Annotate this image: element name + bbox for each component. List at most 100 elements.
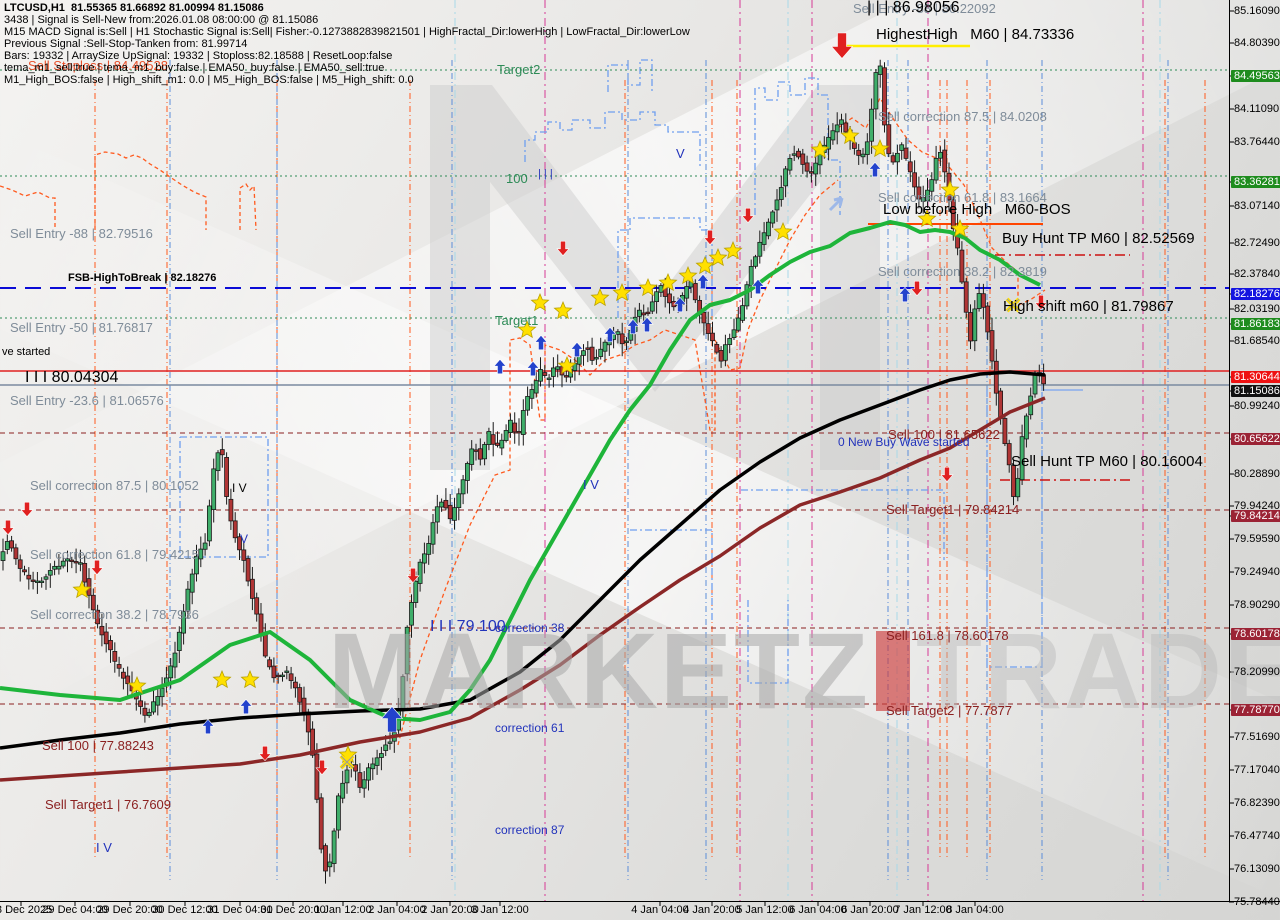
chart-label[interactable]: 100 <box>506 171 528 186</box>
x-signal-icon <box>340 755 354 769</box>
candle-bear <box>903 147 909 159</box>
price-axis-label: 76.13090 <box>1234 863 1280 875</box>
chart-label[interactable]: Sell correction 61.8 | 79.4215 <box>30 547 199 562</box>
price-axis-label: 82.72490 <box>1234 237 1280 249</box>
chart-label[interactable]: Sell Entry -23.6 | 81.06576 <box>10 393 164 408</box>
candle-bull <box>740 305 745 321</box>
chart-label[interactable]: Sell Entry -50 | 81.76817 <box>10 320 153 335</box>
candle-bull <box>4 541 10 550</box>
buy-arrow-icon <box>898 286 912 303</box>
candle-bull <box>976 293 982 309</box>
chart-label[interactable]: Sell Entry -88 | 82.79516 <box>10 226 153 241</box>
price-level-badge: 77.78770 <box>1231 704 1280 716</box>
chart-label[interactable]: Sell 100 | 77.88243 <box>42 738 154 753</box>
chart-label[interactable]: V <box>240 532 249 546</box>
chart-label[interactable]: Sell 161.8 | 78.60178 <box>886 628 1009 643</box>
buy-arrow-icon <box>239 698 253 715</box>
chart-label[interactable]: Sell Target1 | 79.84214 <box>886 502 1020 517</box>
header-line-0: LTCUSD,H1 81.55365 81.66892 81.00994 81.… <box>4 2 264 14</box>
sell-arrow-icon <box>90 559 104 576</box>
chart-label[interactable]: Sell Target2 | 77.7877 <box>886 703 1013 718</box>
candle-bull <box>434 506 440 523</box>
candle-bear <box>963 281 969 313</box>
candle-bull <box>340 782 346 799</box>
chart-label[interactable]: Sell Target1 | 76.7609 <box>45 797 172 812</box>
candle-bear <box>443 499 449 509</box>
chart-label[interactable]: 0 New Buy Wave started <box>838 435 970 449</box>
candle-bull <box>520 410 526 435</box>
vertical-separators <box>94 0 1206 901</box>
chart-label[interactable]: High shift m60 | 81.79867 <box>1003 298 1174 315</box>
chart-label[interactable]: Sell correction 38.2 | 82.3819 <box>878 264 1047 279</box>
candle-bull <box>378 753 384 758</box>
candle-bear <box>692 283 698 301</box>
chart-label[interactable]: correction 38 <box>495 621 565 635</box>
chart-label[interactable]: Sell correction 87.5 | 80.1052 <box>30 478 199 493</box>
chart-label[interactable]: Sell correction 38.2 | 78.7936 <box>30 607 199 622</box>
chart-label[interactable]: correction 87 <box>495 823 565 837</box>
star-signal-icon <box>950 218 970 238</box>
chart-label[interactable]: correction 61 <box>495 721 565 735</box>
chart-label[interactable]: FSB-HighToBreak | 82.18276 <box>68 272 217 284</box>
candle-bull <box>426 543 432 555</box>
time-axis-label: 3 Jan 12:00 <box>471 904 529 916</box>
candle-bear <box>271 665 277 679</box>
fractal-step-line <box>741 489 945 560</box>
price-axis-label: 84.80390 <box>1234 37 1280 49</box>
chart-label[interactable]: V <box>676 146 685 161</box>
chart-label[interactable]: I V <box>232 481 247 495</box>
candle-bull <box>864 141 870 155</box>
chart-label[interactable]: I V <box>96 840 112 855</box>
buy-arrow-icon <box>673 296 687 313</box>
candle-bear <box>26 574 32 580</box>
candle-bear <box>275 674 281 678</box>
chart-label[interactable]: Sell Hunt TP M60 | 80.16004 <box>1011 453 1203 470</box>
star-signal-icon <box>127 675 147 695</box>
chart-label[interactable]: I V <box>583 477 599 492</box>
candle-bear <box>82 562 88 583</box>
price-level-badge: 80.65622 <box>1231 433 1280 445</box>
candle-bull <box>211 468 217 510</box>
candle-bear <box>142 707 148 716</box>
candle-bull <box>761 232 767 245</box>
chart-label[interactable]: I I I 80.04304 <box>25 369 119 386</box>
candle-bull <box>576 355 582 365</box>
candle-bull <box>727 338 733 345</box>
candle-bear <box>249 578 255 599</box>
candle-bear <box>490 434 496 445</box>
candle-bull <box>598 348 604 357</box>
price-level-badge: 81.86183 <box>1231 318 1280 330</box>
chart-label[interactable]: Target1 <box>495 313 539 328</box>
chart-label[interactable]: | | | <box>538 168 553 180</box>
candle-bear <box>241 549 247 561</box>
candle-bear <box>585 347 591 350</box>
price-axis-label: 77.51690 <box>1234 731 1280 743</box>
candle-bull <box>370 763 376 770</box>
time-axis-label: 2 Jan 20:00 <box>421 904 479 916</box>
candle-bull <box>787 158 793 171</box>
chart-label[interactable]: | | | 86.98056 <box>867 0 960 16</box>
candle-bull <box>813 162 819 175</box>
candle-bull <box>159 687 165 698</box>
chart-label[interactable]: Target2 <box>497 62 541 77</box>
chart-label[interactable]: Sell correction 87.5 | 84.0208 <box>878 109 1047 124</box>
candle-bear <box>90 594 96 611</box>
candle-bull <box>533 380 539 394</box>
candle-bear <box>981 293 986 308</box>
star-signal-icon <box>870 138 890 158</box>
chart-label[interactable]: Low before High M60-BOS <box>883 201 1071 218</box>
candle-bull <box>834 124 840 133</box>
chart-label[interactable]: ve started <box>2 346 51 358</box>
chart-label[interactable]: Buy Hunt TP M60 | 82.52569 <box>1002 230 1195 247</box>
header-line-5: tema_m1_sell:true | tema_m1_buy:false | … <box>4 62 385 74</box>
time-axis-label: 7 Jan 12:00 <box>894 904 952 916</box>
candle-bull <box>56 565 62 570</box>
star-signal-icon <box>612 282 632 302</box>
candle-bull <box>778 187 784 200</box>
fractal-step-line <box>986 390 1043 668</box>
chart-label[interactable]: HighestHigh M60 | 84.73336 <box>876 26 1075 43</box>
candle-bull <box>766 221 771 237</box>
candle-bull <box>202 542 208 550</box>
candle-bull <box>60 560 66 567</box>
